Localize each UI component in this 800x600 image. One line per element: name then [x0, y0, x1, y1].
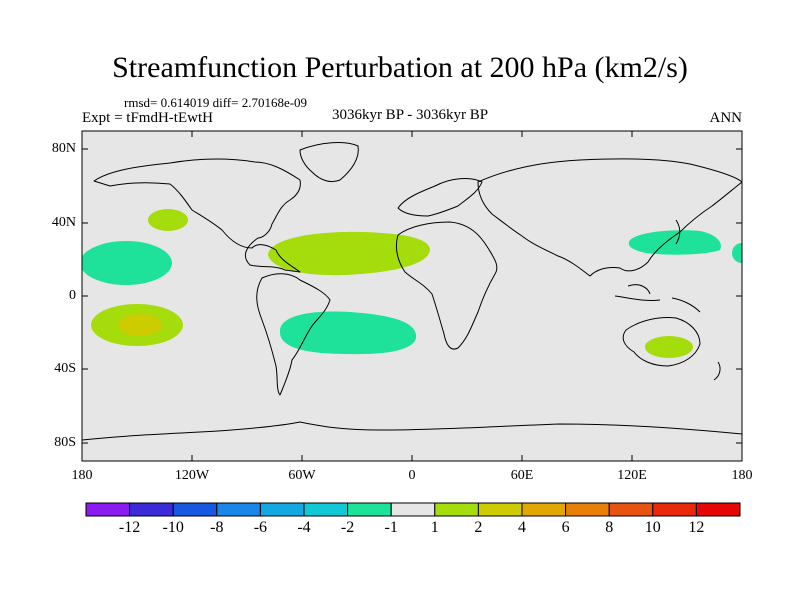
colorbar-box [521, 502, 567, 517]
experiment-label: Expt = tFmdH-tEwtH [82, 110, 213, 126]
lat-tick-label: 40N [51, 215, 76, 230]
colorbar-box [259, 502, 305, 517]
new-zealand-coast [713, 361, 721, 381]
anomaly-australia-positive [645, 336, 693, 358]
colorbar-label: -8 [210, 519, 224, 536]
axis-ticks [82, 131, 742, 461]
colorbar-label: -4 [297, 519, 311, 536]
plot-title: Streamfunction Perturbation at 200 hPa (… [112, 51, 688, 84]
colorbar-box [434, 502, 479, 517]
colorbar-label: 2 [474, 519, 483, 536]
colorbar-label: 10 [644, 519, 661, 536]
lat-tick-label: 40S [54, 361, 76, 376]
anomaly-nwpacific-negative [628, 230, 721, 255]
japan-coast [675, 219, 681, 245]
lon-tick-label: 120E [617, 468, 647, 483]
time-period-label: 3036kyr BP - 3036kyr BP [331, 107, 489, 123]
colorbar-box [477, 502, 523, 517]
colorbar-box [347, 502, 392, 517]
indonesia-coast [614, 284, 701, 313]
colorbar-box [695, 502, 741, 517]
colorbar-box [652, 502, 697, 517]
anomaly-fills [82, 209, 742, 358]
map-background [82, 131, 742, 461]
colorbar-label: -1 [384, 519, 398, 536]
lon-tick-label: 180 [71, 468, 93, 483]
colorbar-label: -10 [162, 519, 184, 536]
greenland-coast [299, 142, 359, 183]
coastlines [82, 142, 742, 441]
colorbar-box [390, 502, 436, 517]
lat-tick-label: 0 [69, 288, 76, 303]
colorbar-label: -2 [340, 519, 355, 536]
antarctica-coast [82, 421, 742, 441]
colorbar-box [172, 502, 218, 517]
colorbar-label: 6 [561, 519, 570, 536]
colorbar-label: 1 [430, 519, 439, 536]
colorbar-label: -6 [253, 519, 268, 536]
lon-tick-label: 60E [510, 468, 534, 483]
colorbar-box [216, 502, 261, 517]
colorbar-label: 4 [518, 519, 526, 536]
colorbar-box [565, 502, 610, 517]
africa-coast [395, 221, 498, 350]
colorbar-box [608, 502, 654, 517]
colorbar-label: -12 [118, 519, 141, 536]
north-america-coast [93, 158, 301, 273]
lat-tick-label: 80N [51, 141, 76, 156]
colorbar-label: 8 [605, 519, 614, 536]
south-america-coast [256, 273, 331, 396]
australia-coast [622, 317, 701, 367]
rmsd-diff-stats: rmsd= 0.614019 diff= 2.70168e-09 [124, 95, 308, 110]
colorbar [85, 502, 741, 517]
lat-tick-label: 80S [54, 435, 76, 450]
anomaly-subtropical-npacific-negative [82, 241, 172, 285]
colorbar-box [303, 502, 349, 517]
anomaly-npacific-positive [148, 209, 188, 231]
colorbar-box [129, 502, 174, 517]
colorbar-box [85, 502, 131, 517]
season-label: ANN [709, 110, 743, 126]
europe-coast [397, 178, 483, 217]
anomaly-spacific-core [118, 314, 162, 336]
lon-tick-label: 120W [174, 468, 210, 483]
lon-tick-label: 0 [408, 468, 416, 483]
colorbar-label: 12 [688, 519, 705, 536]
eurasia-coast [477, 158, 742, 277]
anomaly-satlantic-negative [279, 311, 417, 355]
lon-tick-label: 60W [288, 468, 316, 483]
anomaly-tropical-atlantic-positive [268, 231, 430, 276]
lon-tick-label: 180 [731, 468, 753, 483]
anomaly-dateline-negative [732, 243, 742, 263]
